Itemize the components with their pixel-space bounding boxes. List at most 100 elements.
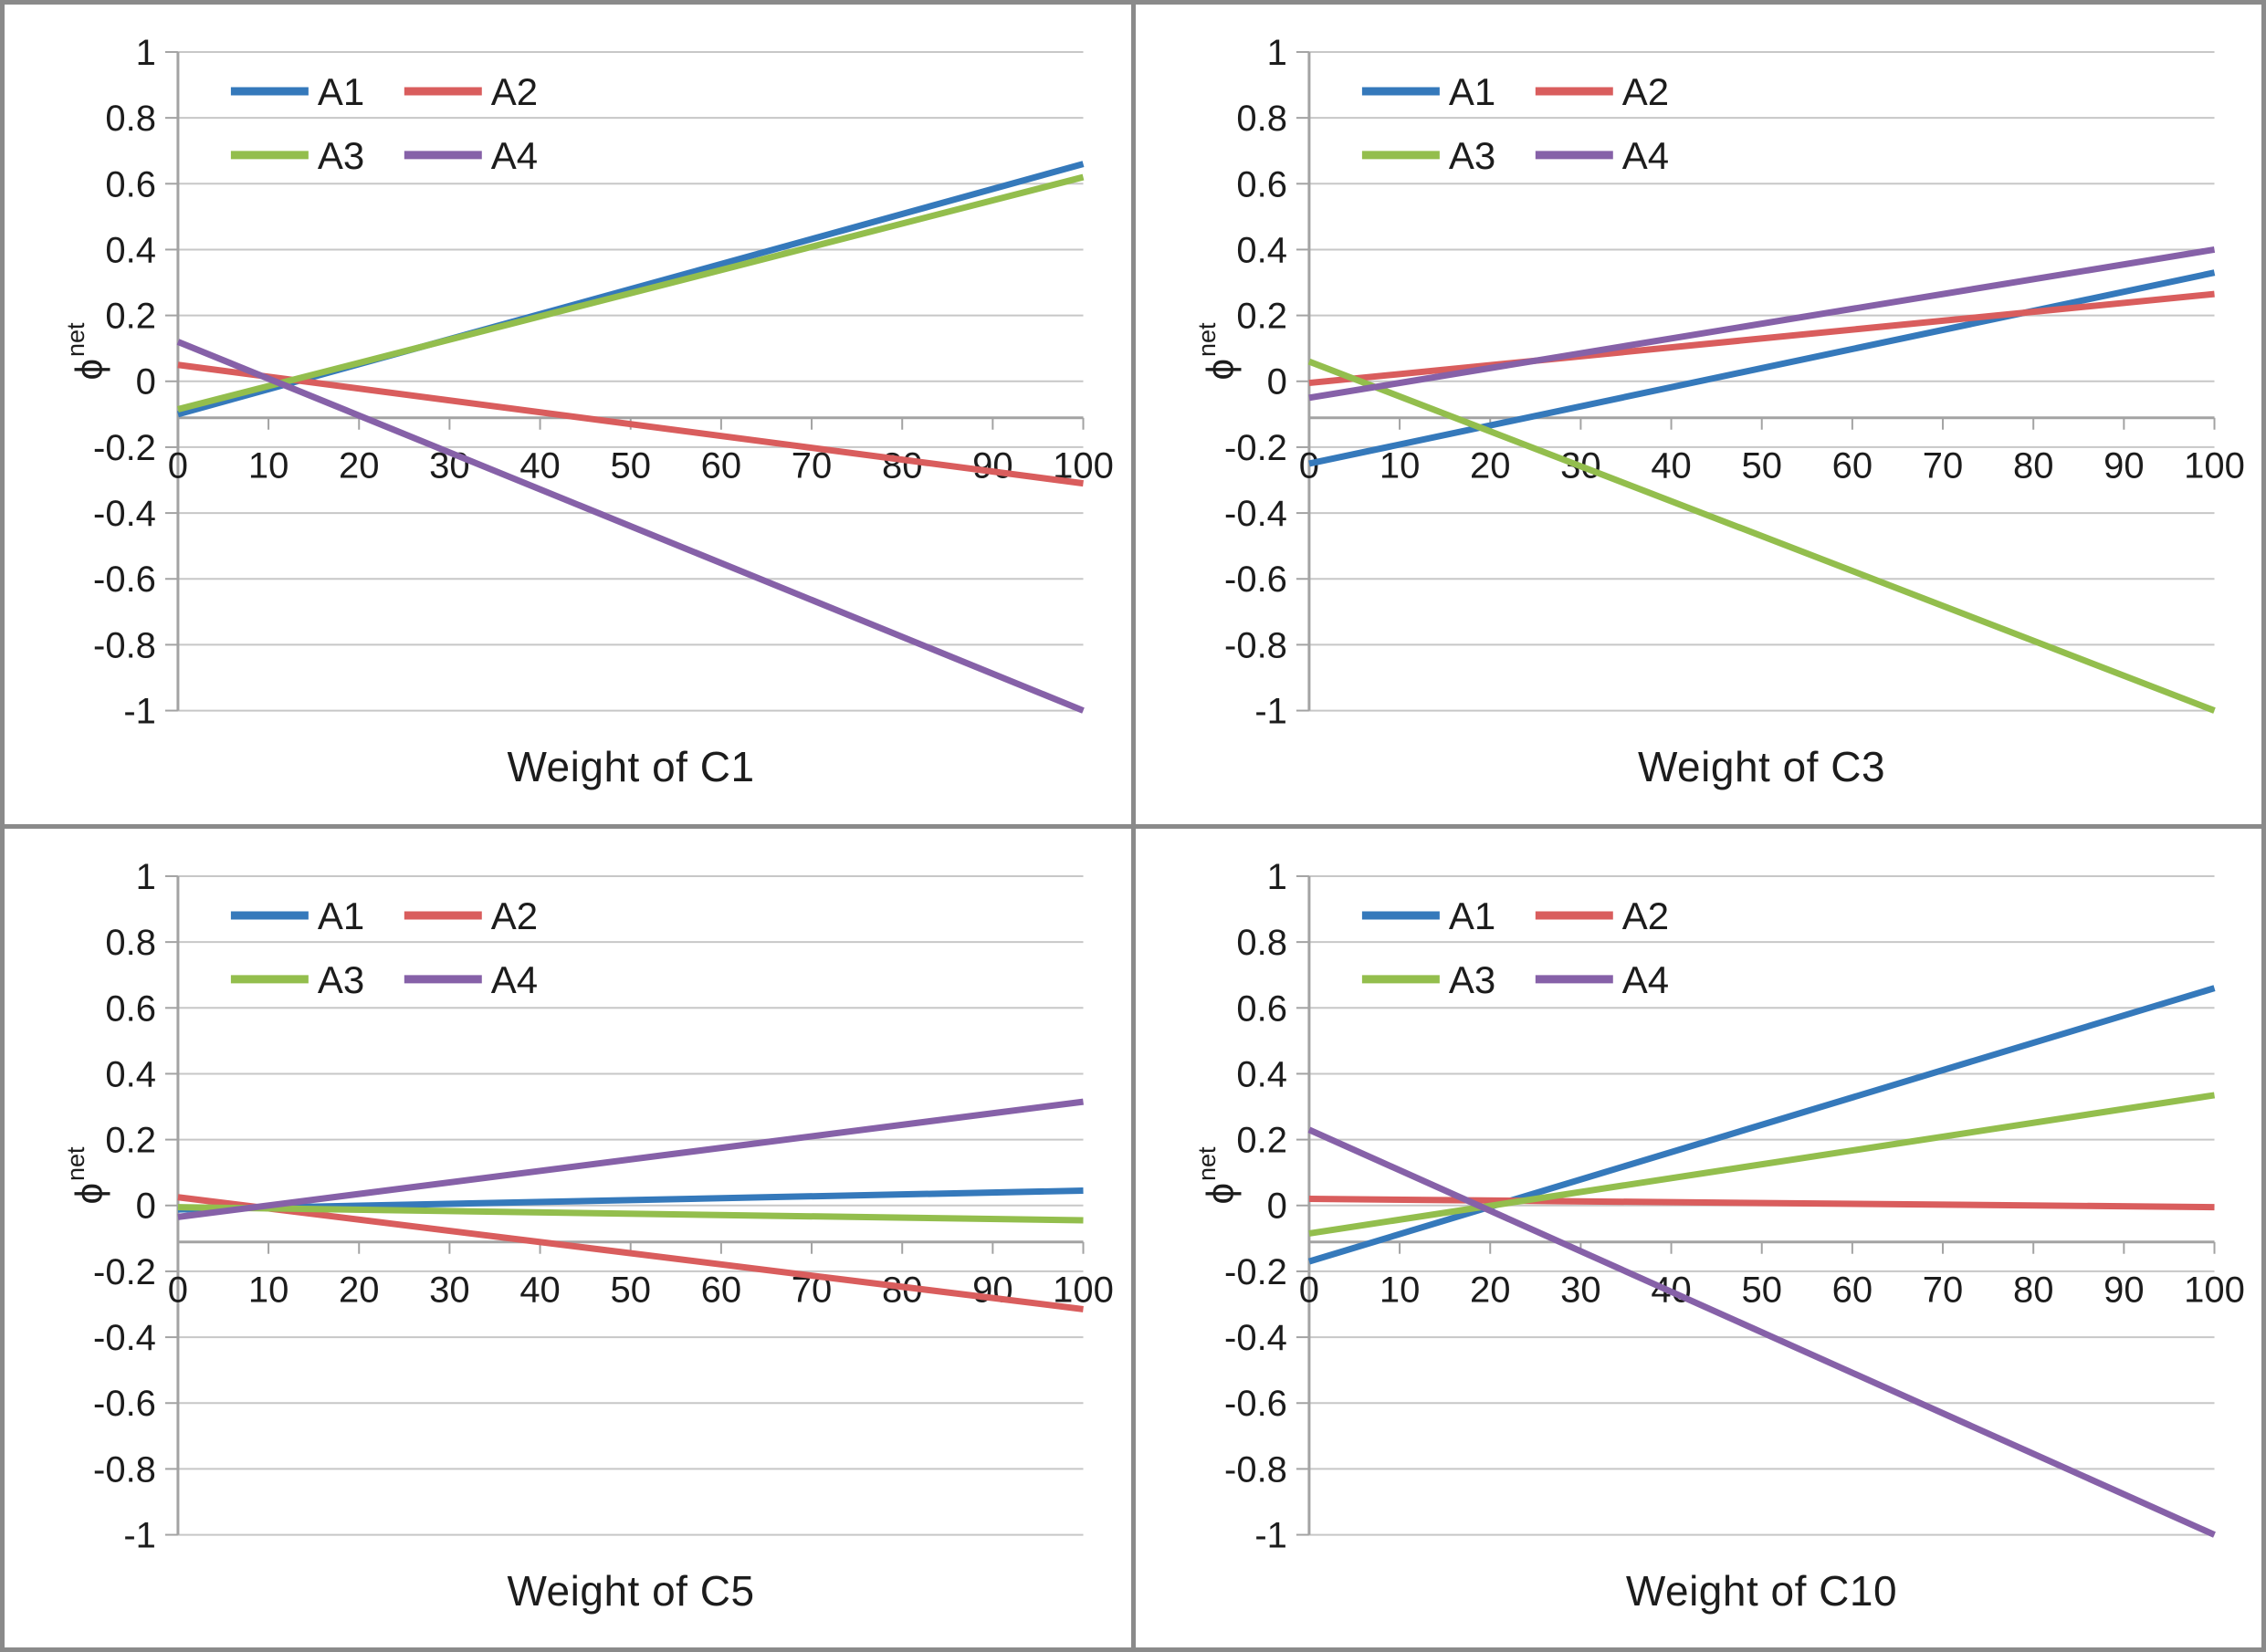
x-tick-label: 10 (248, 446, 288, 486)
y-tick-label: -0.6 (93, 559, 156, 600)
x-tick-label: 60 (701, 1270, 741, 1310)
series-lines (1306, 984, 2216, 1538)
legend-label-A4: A4 (491, 957, 538, 1000)
chart-title: Weight of C3 (1637, 743, 1886, 790)
legend-label-A1: A1 (1448, 894, 1495, 936)
series-line-A3 (177, 1203, 1084, 1224)
x-tick-label: 90 (972, 446, 1012, 486)
legend: A1 A2 A3 A4 (230, 70, 538, 177)
y-tick-label: -0.8 (93, 1449, 156, 1490)
x-tick-label: 0 (1298, 446, 1318, 486)
y-tick-label: -0.2 (93, 1251, 156, 1291)
x-tick-label: 10 (1379, 1270, 1419, 1310)
chart-panel-c3: 1 0.8 0.6 0.4 0.2 0 -0.2 -0.4 -0.6 -0.8 -1 0 10 20 30 4… (1135, 5, 2261, 824)
y-tick-label: 1 (1266, 856, 1286, 896)
legend-label-A2: A2 (1621, 894, 1668, 936)
x-tick-label: 20 (339, 446, 379, 486)
y-tick-label: -0.2 (1224, 1251, 1287, 1291)
y-axis-title-superscript: net (1192, 322, 1220, 358)
y-tick-label: 1 (136, 33, 156, 73)
y-tick-label: -0.4 (93, 494, 156, 534)
x-tick-label: 60 (1831, 1270, 1872, 1310)
series-line-A1 (1307, 984, 2216, 1264)
y-tick-label: 0.4 (1236, 1054, 1287, 1094)
y-axis-title-symbol: ϕ (1198, 1182, 1242, 1205)
x-tick-label: 10 (1379, 446, 1419, 486)
y-tick-label: 1 (1266, 33, 1286, 73)
x-tick-label: 30 (429, 1270, 469, 1310)
y-tick-label: 0 (136, 362, 156, 403)
y-axis-title: ϕ net (1189, 1107, 1253, 1244)
y-tick-labels: 1 0.8 0.6 0.4 0.2 0 -0.2 -0.4 -0.6 -0.8 -1 (1224, 33, 1287, 732)
series-lines (176, 161, 1085, 714)
x-tick-labels: 0 10 20 30 40 50 60 70 80 90 100 (1298, 446, 2244, 486)
legend-label-A4: A4 (1621, 134, 1668, 177)
x-tick-label: 10 (248, 1270, 288, 1310)
chart-svg-c10: 10.80.60.40.20-0.2-0.4-0.6-0.8-10 10 20 30 4… (1224, 856, 2245, 1555)
x-tick-label: 100 (2184, 1270, 2245, 1310)
y-tick-label: 0.8 (105, 99, 156, 139)
y-tick-label: 0.2 (105, 297, 156, 337)
x-tick-labels: 0 10 20 30 40 50 60 70 80 90 100 (1298, 1270, 2244, 1310)
y-tick-label: 1 (136, 856, 156, 896)
chart-title: Weight of C10 (1625, 1566, 1898, 1615)
y-gridlines (164, 50, 1084, 712)
y-tick-label: -0.8 (1224, 625, 1287, 665)
x-tick-label: 100 (2184, 446, 2245, 486)
legend-label-A4: A4 (491, 134, 538, 177)
x-tick-label: 20 (1470, 446, 1510, 486)
y-tick-label: 0 (1266, 1186, 1286, 1226)
y-tick-label: 0 (1266, 362, 1286, 403)
y-tick-label: 0 (136, 1186, 156, 1226)
y-tick-label: -0.6 (1224, 559, 1287, 600)
x-tick-label: 0 (168, 446, 188, 486)
x-tick-label: 20 (339, 1270, 379, 1310)
y-tick-label: -1 (123, 1515, 156, 1555)
y-tick-label: 0.6 (1236, 164, 1287, 204)
y-tick-label: -0.2 (1224, 428, 1287, 468)
y-axis-title-symbol: ϕ (1198, 359, 1242, 381)
y-tick-label: 0.2 (1236, 1120, 1287, 1160)
x-tick-label: 0 (1298, 1270, 1318, 1310)
chart-title: Weight of C1 (507, 743, 755, 790)
series-line-A4 (177, 1098, 1084, 1220)
x-tick-label: 80 (2012, 1270, 2052, 1310)
x-tick-labels: 0 10 20 30 40 50 60 70 80 90 100 (168, 1270, 1114, 1310)
y-tick-label: 0.8 (105, 923, 156, 963)
y-axis-title-superscript: net (61, 1145, 89, 1181)
x-tick-label: 80 (2012, 446, 2052, 486)
x-tick-label: 40 (519, 446, 560, 486)
legend-label-A3: A3 (318, 134, 364, 177)
x-tick-label: 90 (2103, 1270, 2144, 1310)
legend-label-A1: A1 (318, 70, 364, 113)
y-axis-title: ϕ net (1189, 283, 1253, 420)
x-tick-label: 50 (610, 446, 650, 486)
y-tick-labels: 1 0.8 0.6 0.4 0.2 0 -0.2 -0.4 -0.6 -0.8 -1 (93, 33, 156, 732)
x-tick-label: 50 (610, 1270, 650, 1310)
y-tick-label: -0.6 (1224, 1384, 1287, 1424)
chart-svg-c3: 10.80.60.40.20-0.2-0.4-0.6-0.8-10 10 20 30 4… (1224, 33, 2245, 732)
legend: A1 A2 A3 A4 (1361, 70, 1669, 177)
legend-label-A2: A2 (491, 894, 538, 936)
series-line-A4 (1306, 1126, 2216, 1538)
series-lines (1307, 246, 2216, 714)
y-gridlines (1296, 50, 2215, 712)
y-axis-title-symbol: ϕ (68, 1182, 110, 1205)
y-tick-labels: 1 0.8 0.6 0.4 0.2 0 -0.2 -0.4 -0.6 -0.8 -1 (1224, 856, 1287, 1555)
x-tick-label: 70 (1922, 1270, 1962, 1310)
y-tick-label: 0.2 (1236, 297, 1287, 337)
series-line-A4 (1307, 246, 2215, 402)
x-tick-label: 60 (1831, 446, 1872, 486)
y-tick-label: -0.6 (93, 1384, 156, 1424)
series-lines (177, 1098, 1084, 1312)
x-tick-label: 50 (1741, 1270, 1781, 1310)
y-tick-label: -0.8 (93, 625, 156, 665)
chart-svg-c5: 1 0.8 0.6 0.4 0.2 0 -0.2 -0.4 -0.6 -0.8 -1 0 10 20 30 4… (93, 856, 1114, 1555)
y-axis-title: ϕ net (58, 1107, 121, 1244)
x-tick-label: 70 (1922, 446, 1962, 486)
legend-label-A3: A3 (1448, 957, 1495, 1000)
y-tick-labels: 1 0.8 0.6 0.4 0.2 0 -0.2 -0.4 -0.6 -0.8 -1 (93, 856, 156, 1555)
legend-label-A3: A3 (318, 957, 364, 1000)
y-tick-label: 0.4 (1236, 230, 1287, 270)
